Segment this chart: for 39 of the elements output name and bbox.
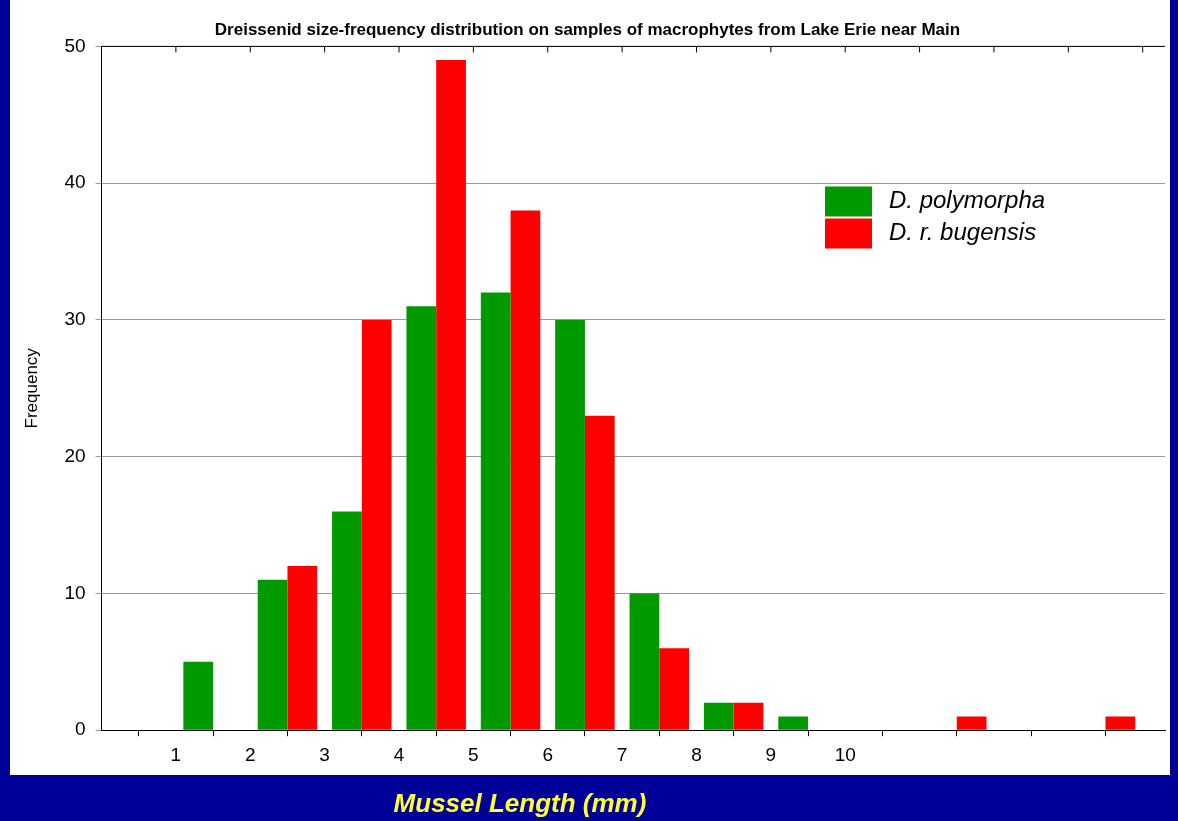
bar [332,511,362,730]
x-tick-label: 1 [170,743,182,765]
bar [778,716,809,730]
x-tick-label: 3 [319,743,330,765]
bar [183,661,214,730]
bar [584,415,615,730]
bar [257,579,288,730]
chart-title: Dreissenid size-frequency distribution on samples of macrophytes from Lake Erie near Main [214,19,961,39]
bar [629,593,660,730]
bar [659,648,690,730]
y-tick-label: 20 [64,444,86,466]
bar [555,319,585,730]
bar [287,566,318,730]
y-tick-label: 30 [64,308,86,330]
y-axis-title: Frequency [21,347,41,429]
x-tick-label: 8 [691,743,702,765]
y-tick-label: 0 [74,718,86,740]
bar [510,210,541,730]
legend-label: D. r. bugensis [889,218,1037,246]
y-tick-label: 50 [64,34,86,56]
bar [480,292,511,730]
bar [956,716,987,730]
bar [733,702,764,730]
y-tick-label: 10 [64,581,86,603]
x-tick-label: 9 [765,743,777,765]
y-tick-label: 40 [64,171,86,193]
x-tick-label: 2 [244,743,256,765]
x-tick-label: 6 [542,743,554,765]
legend-label: D. polymorpha [889,186,1046,214]
x-tick-label: 7 [616,743,628,765]
bar [436,60,466,730]
x-tick-label: 5 [468,743,479,765]
x-tick-label: 10 [834,743,856,765]
bar [361,319,392,730]
bar [703,702,734,730]
x-tick-label: 4 [393,743,405,765]
bar [406,306,437,730]
x-axis-title: Mussel Length (mm) [392,788,648,819]
bar [1105,716,1136,730]
